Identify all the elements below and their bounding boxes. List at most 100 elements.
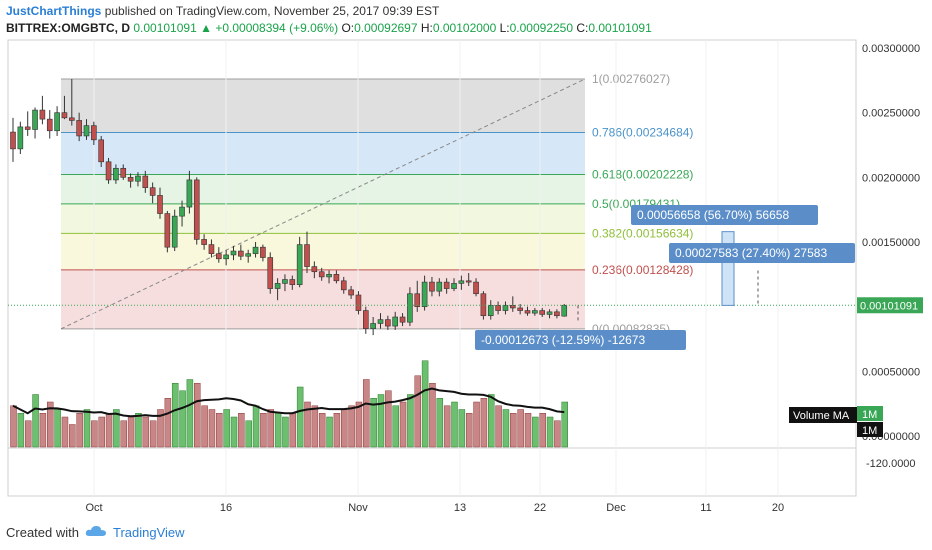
volume-bar	[61, 416, 69, 448]
x-tick-label: 13	[454, 502, 466, 514]
fib-zone	[61, 233, 585, 270]
x-tick-label: 11	[700, 502, 711, 514]
candle-body	[333, 274, 340, 282]
candle-body	[149, 187, 156, 196]
volume-ma-label-box	[789, 407, 857, 423]
candle-body	[216, 253, 222, 260]
volume-bar	[465, 413, 473, 448]
volume-bar	[458, 409, 466, 448]
volume-bar	[274, 413, 282, 448]
candle-body	[465, 280, 472, 283]
volume-bar	[326, 416, 333, 448]
volume-bar	[348, 405, 355, 448]
candle-body	[370, 323, 376, 329]
volume-ma-label: Volume MA	[793, 410, 850, 422]
fib-zone	[61, 203, 585, 234]
volume-bar	[17, 413, 25, 448]
volume-bar	[32, 394, 39, 448]
volume-bar	[105, 413, 113, 448]
candle-body	[517, 307, 523, 311]
volume-bar	[311, 405, 319, 448]
candle-body	[326, 274, 332, 278]
volume-bar	[216, 413, 223, 448]
change-up-icon: ▲	[200, 21, 212, 35]
last-price-tag	[857, 297, 923, 314]
volume-bar	[480, 398, 488, 448]
price-tick-label: 0.00150000	[862, 237, 920, 249]
volume-bar	[83, 409, 91, 448]
candle-body	[318, 271, 325, 278]
candle-body	[340, 280, 347, 291]
publish-header: JustChartThings published on TradingView…	[6, 4, 439, 18]
candle-body	[274, 283, 281, 289]
price-tick-label: 0.00250000	[862, 108, 920, 120]
volume-bar	[333, 413, 341, 448]
candle-body	[443, 281, 450, 289]
volume-bar	[554, 420, 561, 448]
volume-bar	[473, 401, 480, 448]
created-with-text: Created with	[6, 525, 79, 540]
candle-body	[473, 281, 479, 295]
candle-body	[282, 279, 288, 284]
candle-body	[83, 125, 90, 137]
volume-bar	[245, 420, 252, 448]
candle-body	[377, 319, 384, 324]
volume-bar	[282, 416, 289, 448]
candle-body	[311, 266, 318, 273]
candle-body	[487, 305, 494, 317]
candle-body	[105, 161, 112, 181]
candle-body	[546, 311, 553, 315]
candle-body	[76, 120, 82, 137]
candle-body	[171, 215, 178, 248]
publisher-name[interactable]: JustChartThings	[6, 4, 102, 18]
volume-bar	[39, 413, 47, 448]
volume-bar	[370, 398, 377, 448]
candle-body	[260, 246, 266, 258]
symbol-label: BITTREX:OMGBTC, D	[6, 21, 130, 35]
volume-bar	[407, 394, 414, 448]
candle-body	[91, 125, 97, 141]
volume-bar	[135, 413, 142, 448]
indicator-tick-label: -120.0000	[866, 458, 916, 470]
candle-body	[451, 283, 457, 289]
volume-bar	[414, 375, 421, 448]
volume-bar	[392, 405, 399, 448]
volume-bar	[421, 360, 429, 448]
candle-body	[179, 206, 185, 217]
volume-bar	[164, 398, 172, 448]
volume-bar	[539, 413, 546, 448]
volume-bar	[230, 416, 238, 448]
volume-bar	[304, 401, 311, 448]
volume-bar	[223, 409, 230, 448]
volume-bar	[113, 409, 120, 448]
tradingview-brand[interactable]: TradingView	[112, 525, 185, 540]
low-value: 0.00092250	[509, 21, 574, 35]
volume-bar	[76, 413, 83, 448]
change-value: +0.00008394 (+9.06%)	[215, 21, 339, 35]
candle-body	[193, 179, 200, 240]
candle-body	[201, 239, 207, 245]
volume-bar	[385, 390, 392, 448]
candle-body	[436, 281, 443, 292]
volume-bar	[98, 416, 105, 448]
volume-bar	[186, 379, 194, 448]
low-label: L:	[499, 21, 510, 35]
close-label: C:	[576, 21, 589, 35]
candle-body	[32, 109, 38, 130]
volume-tag-text: 1M	[862, 425, 877, 437]
volume-bar	[399, 401, 407, 448]
x-tick-label: Nov	[348, 502, 368, 514]
candle-body	[164, 213, 171, 248]
candle-body	[39, 109, 46, 120]
candle-body	[392, 316, 399, 327]
candle-body	[24, 126, 31, 130]
volume-bar	[238, 413, 245, 448]
candle-body	[157, 195, 163, 214]
candle-body	[407, 293, 413, 323]
x-tick-label: 16	[220, 502, 232, 514]
annotation-box	[631, 205, 818, 225]
volume-bar	[127, 416, 135, 448]
candle-body	[223, 254, 229, 260]
annotation-range-mid: 0.00027583 (27.40%) 27583	[675, 246, 827, 260]
